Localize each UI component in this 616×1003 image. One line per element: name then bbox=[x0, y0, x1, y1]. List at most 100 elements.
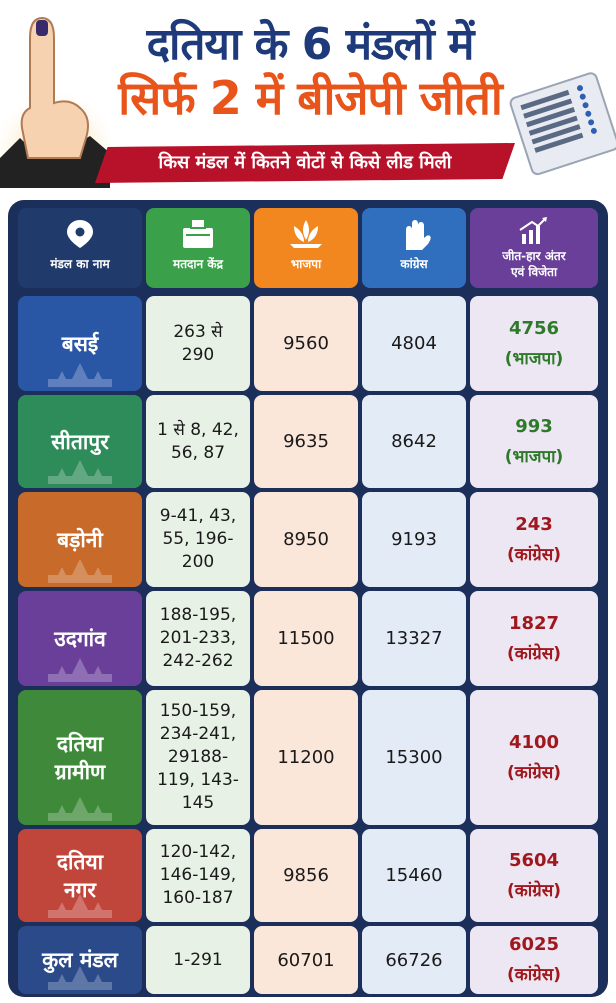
winner-party: (कांग्रेस) bbox=[506, 762, 562, 783]
booth-range-line: 146-149, bbox=[159, 865, 237, 885]
booth-range-cell: 263 से 290 bbox=[146, 296, 250, 391]
inc-votes: 4804 bbox=[391, 333, 437, 354]
mandal-name-cell: कुल मंडल bbox=[18, 926, 142, 994]
header-result-label-1: जीत-हार अंतर bbox=[502, 249, 566, 263]
booth-range-line: 55, 196- bbox=[162, 529, 234, 549]
booth-range-line: 1 से 8, 42, bbox=[157, 419, 239, 440]
mandal-name-line-2: ग्रामीण bbox=[54, 759, 106, 784]
mandal-name: दतिया bbox=[56, 849, 104, 874]
booth-range-line: 119, 143- bbox=[157, 770, 239, 790]
inc-votes-cell: 15300 bbox=[362, 690, 466, 825]
header-inc: कांग्रेस bbox=[362, 208, 466, 288]
winner-party: (भाजपा) bbox=[504, 446, 564, 467]
title-line-2: सिर्फ 2 में बीजेपी जीती bbox=[118, 71, 503, 125]
lotus-icon bbox=[290, 220, 322, 248]
booth-range-line: 56, 87 bbox=[170, 442, 226, 463]
inc-votes-cell: 8642 bbox=[362, 395, 466, 488]
mandal-name-line-2: नगर bbox=[63, 877, 97, 902]
header-bjp-label: भाजपा bbox=[290, 257, 322, 271]
bjp-votes-cell: 9856 bbox=[254, 829, 358, 922]
table-row: कुल मंडल 1-291 60701 66726 6025 (कांग्रेस) bbox=[18, 926, 598, 994]
vote-margin: 5604 bbox=[508, 849, 560, 871]
bjp-votes-cell: 11200 bbox=[254, 690, 358, 825]
inc-votes-cell: 15460 bbox=[362, 829, 466, 922]
table-row: बड़ोनी 9-41, 43, 55, 196- 200 8950 9193 243 (का… bbox=[18, 492, 598, 587]
temple-silhouette-icon bbox=[48, 966, 112, 990]
bjp-votes: 11500 bbox=[277, 628, 335, 649]
bjp-votes: 9560 bbox=[283, 333, 329, 354]
inc-votes-cell: 9193 bbox=[362, 492, 466, 587]
location-pin-icon bbox=[67, 220, 93, 248]
bjp-votes-cell: 60701 bbox=[254, 926, 358, 994]
inc-votes: 15300 bbox=[385, 747, 443, 768]
booth-range-line: 201-233, bbox=[159, 628, 237, 648]
inc-votes-cell: 4804 bbox=[362, 296, 466, 391]
temple-silhouette-icon bbox=[48, 363, 112, 387]
mandal-name-cell: उदगांव bbox=[18, 591, 142, 686]
mandal-name-cell: सीतापुर bbox=[18, 395, 142, 488]
evm-machine-icon bbox=[509, 72, 616, 176]
header-mandal: मंडल का नाम bbox=[18, 208, 142, 288]
mandal-name-cell: दतिया नगर bbox=[18, 829, 142, 922]
inc-votes: 66726 bbox=[385, 949, 443, 971]
bjp-votes-cell: 9635 bbox=[254, 395, 358, 488]
mandal-name: दतिया bbox=[56, 731, 104, 756]
booth-range-cell: 150-159, 234-241, 29188- 119, 143- 145 bbox=[146, 690, 250, 825]
booth-range-line: 150-159, bbox=[159, 701, 237, 721]
inc-votes-cell: 66726 bbox=[362, 926, 466, 994]
header-booth: मतदान केंद्र bbox=[146, 208, 250, 288]
winner-party: (कांग्रेस) bbox=[506, 965, 562, 985]
table-row: बसई 263 से 290 9560 4804 4756 (भाजपा) bbox=[18, 296, 598, 391]
header-result: जीत-हार अंतर एवं विजेता bbox=[470, 208, 598, 288]
header-banner: दतिया के 6 मंडलों में सिर्फ 2 में बीजेपी… bbox=[0, 0, 616, 195]
table-row: उदगांव 188-195, 201-233, 242-262 11500 13327 1… bbox=[18, 591, 598, 686]
booth-range-line: 120-142, bbox=[159, 842, 237, 862]
booth-range-line: 160-187 bbox=[162, 888, 234, 908]
inc-votes: 13327 bbox=[385, 628, 443, 649]
temple-silhouette-icon bbox=[48, 894, 112, 918]
winner-party: (भाजपा) bbox=[504, 348, 564, 369]
booth-range-line: 1-291 bbox=[173, 949, 223, 970]
header-inc-label: कांग्रेस bbox=[400, 257, 428, 271]
inc-votes: 8642 bbox=[391, 431, 437, 452]
inc-votes: 15460 bbox=[385, 865, 443, 886]
bjp-votes-cell: 11500 bbox=[254, 591, 358, 686]
subtitle-band bbox=[95, 143, 515, 183]
result-cell: 243 (कांग्रेस) bbox=[470, 492, 598, 587]
mandal-name-cell: बसई bbox=[18, 296, 142, 391]
hand-symbol-icon bbox=[406, 220, 431, 250]
temple-silhouette-icon bbox=[48, 797, 112, 821]
vote-margin: 243 bbox=[515, 513, 553, 535]
winner-party: (कांग्रेस) bbox=[506, 643, 562, 664]
booth-range-cell: 9-41, 43, 55, 196- 200 bbox=[146, 492, 250, 587]
bjp-votes-cell: 8950 bbox=[254, 492, 358, 587]
bjp-votes: 60701 bbox=[277, 949, 335, 971]
header-booth-label: मतदान केंद्र bbox=[173, 257, 223, 271]
bjp-votes: 9856 bbox=[283, 865, 329, 886]
booth-range-line: 188-195, bbox=[159, 605, 237, 625]
table-header: मंडल का नाम मतदान केंद्र भाजपा bbox=[18, 208, 598, 288]
booth-range-cell: 1 से 8, 42, 56, 87 bbox=[146, 395, 250, 488]
winner-party: (कांग्रेस) bbox=[506, 544, 562, 565]
table-row: दतिया ग्रामीण 150-159, 234-241, 29188- 119, 1… bbox=[18, 690, 598, 825]
booth-range-line: 29188- bbox=[167, 747, 229, 767]
booth-range-cell: 1-291 bbox=[146, 926, 250, 994]
mandal-name-cell: बड़ोनी bbox=[18, 492, 142, 587]
booth-range-line: 242-262 bbox=[162, 651, 234, 671]
temple-silhouette-icon bbox=[48, 658, 112, 682]
title-line-1: दतिया के 6 मंडलों में bbox=[146, 19, 475, 70]
booth-range-line: 263 से bbox=[173, 321, 223, 342]
bjp-votes: 9635 bbox=[283, 431, 329, 452]
mandal-name: बसई bbox=[61, 331, 99, 356]
booth-range-cell: 188-195, 201-233, 242-262 bbox=[146, 591, 250, 686]
header-result-label-2: एवं विजेता bbox=[510, 265, 558, 279]
vote-margin: 993 bbox=[515, 415, 553, 437]
mandal-name-cell: दतिया ग्रामीण bbox=[18, 690, 142, 825]
bjp-votes-cell: 9560 bbox=[254, 296, 358, 391]
inc-votes: 9193 bbox=[391, 529, 437, 550]
mandal-name: बड़ोनी bbox=[57, 527, 103, 552]
vote-margin: 6025 bbox=[508, 934, 560, 955]
bjp-votes: 11200 bbox=[277, 747, 335, 768]
booth-range-line: 200 bbox=[181, 552, 215, 572]
booth-range-line: 290 bbox=[181, 344, 215, 365]
